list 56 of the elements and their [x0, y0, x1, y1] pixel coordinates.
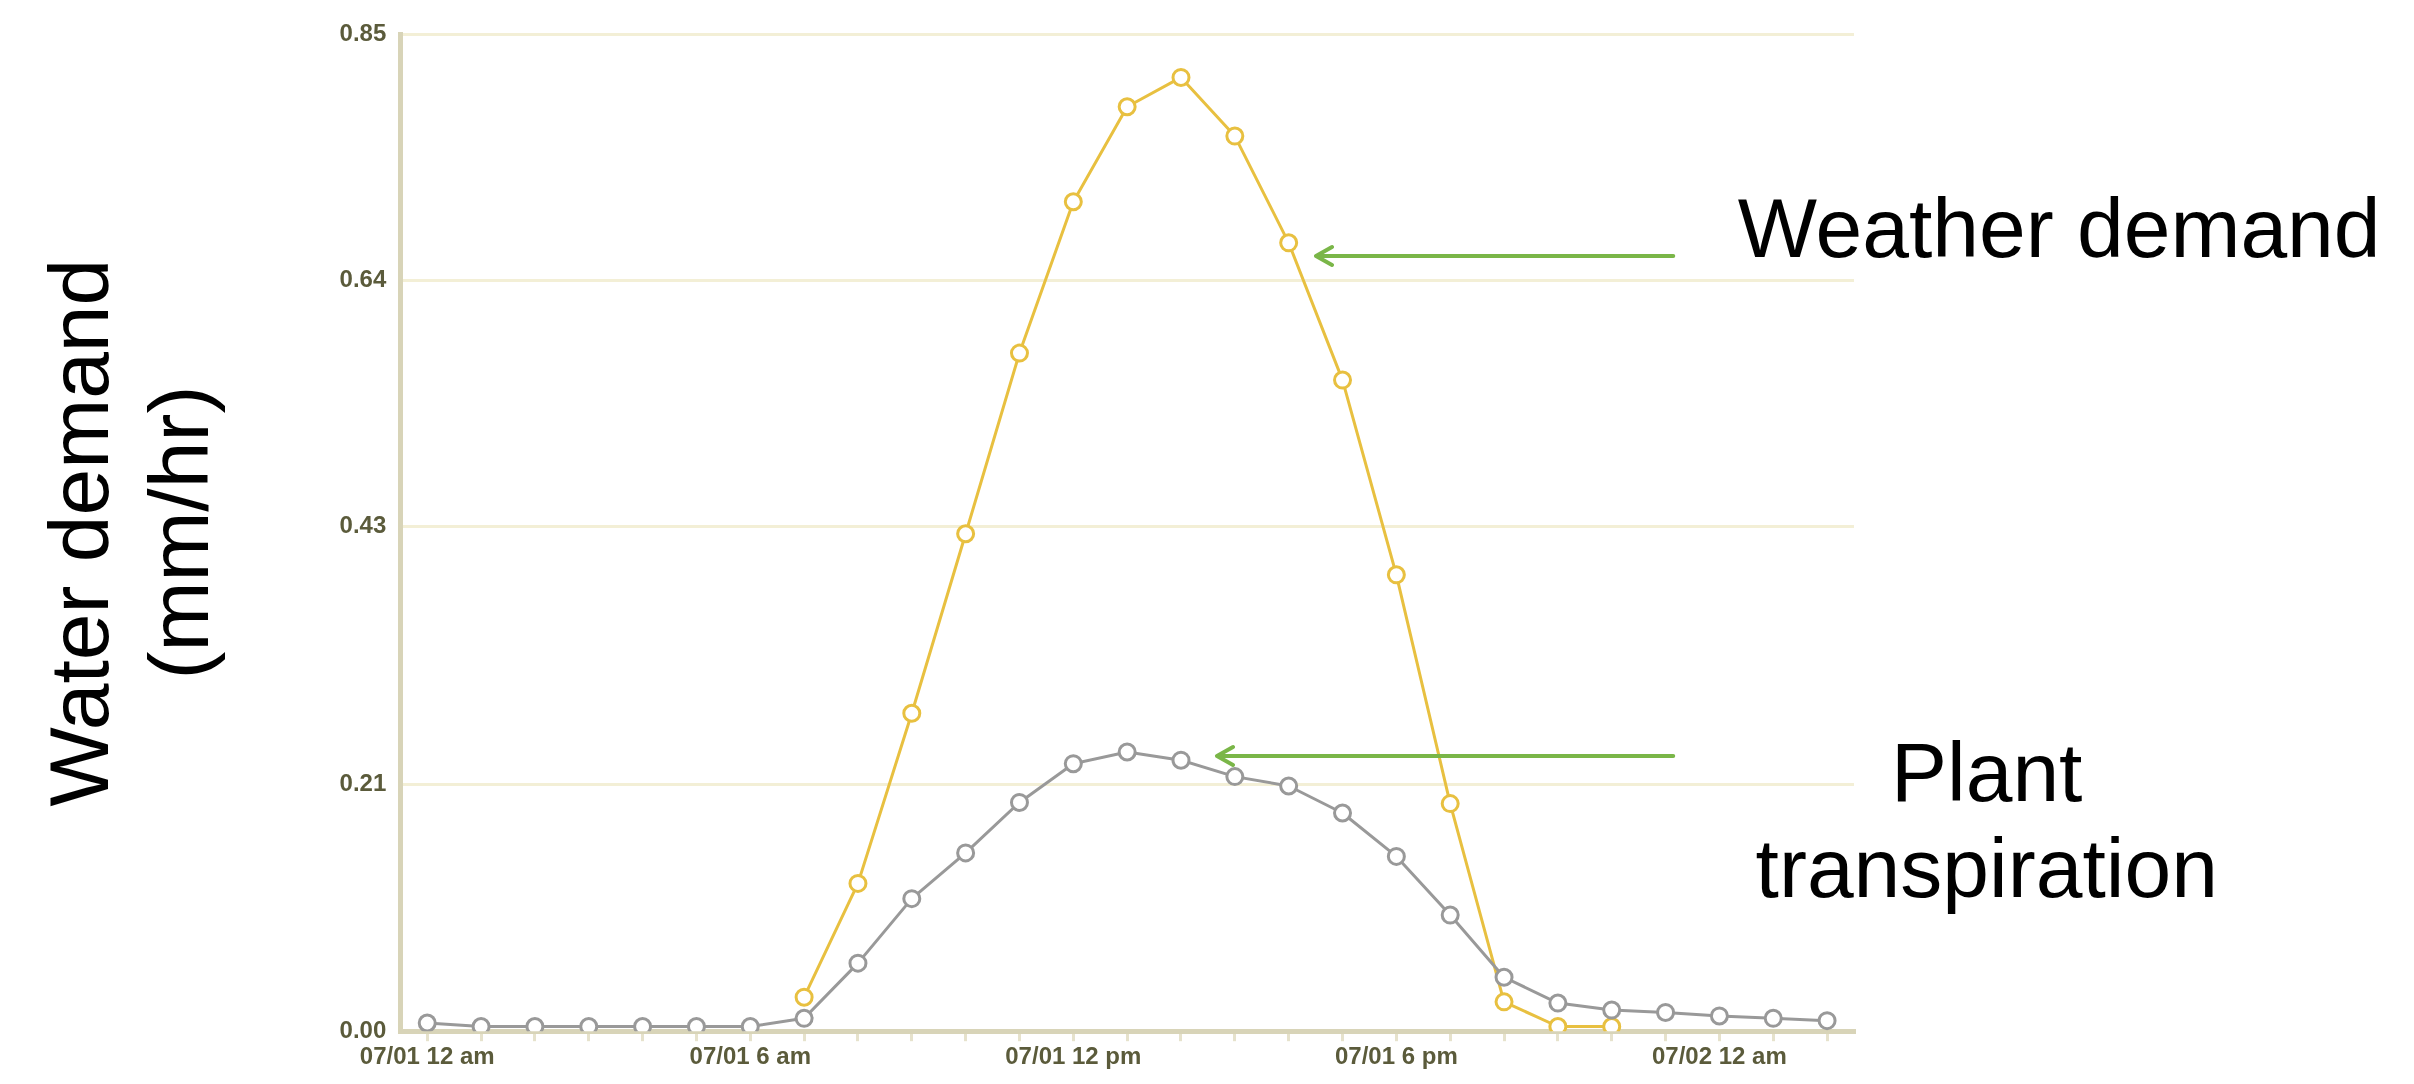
point [471, 1017, 491, 1032]
point [1009, 343, 1029, 363]
point [1225, 767, 1245, 787]
point [740, 1017, 760, 1032]
point [1333, 370, 1353, 390]
annotation: Plant transpiration [1755, 725, 2218, 916]
point [1225, 126, 1245, 146]
point [1009, 792, 1029, 812]
y-tick-label: 0.21 [339, 769, 387, 797]
annotation: Weather demand [1737, 181, 2381, 276]
y-tick-label: 0.85 [339, 18, 387, 46]
x-tick-label: 07/01 12 pm [1005, 1042, 1142, 1070]
point [1117, 742, 1137, 762]
point [1279, 233, 1299, 253]
point [1709, 1006, 1729, 1026]
point [1656, 1002, 1676, 1022]
point [417, 1013, 437, 1032]
point [1440, 794, 1460, 814]
point [686, 1017, 706, 1032]
point [1333, 803, 1353, 823]
point [848, 953, 868, 973]
point [1063, 192, 1083, 212]
point [1440, 905, 1460, 925]
point [794, 1008, 814, 1028]
point [525, 1017, 545, 1032]
point [1817, 1011, 1837, 1031]
point [902, 889, 922, 909]
point [1171, 750, 1191, 770]
x-tick-label: 07/01 6 am [689, 1042, 811, 1070]
point [1763, 1008, 1783, 1028]
point [956, 524, 976, 544]
point [902, 703, 922, 723]
point [1279, 776, 1299, 796]
point [794, 987, 814, 1007]
point [579, 1017, 599, 1032]
point [1386, 565, 1406, 585]
x-tick-label: 07/02 12 am [1652, 1042, 1787, 1070]
x-tick-label: 07/01 12 am [359, 1042, 495, 1070]
y-tick-label: 0.43 [339, 511, 387, 539]
point [1494, 992, 1514, 1012]
y-tick-label: 0.64 [339, 264, 387, 292]
point [1602, 1000, 1622, 1020]
point [633, 1017, 653, 1032]
point [1548, 993, 1568, 1013]
point [1171, 67, 1191, 87]
point [848, 873, 868, 893]
y-tick-label: 0.00 [339, 1015, 387, 1043]
y-axis-title: Water demand (mm/hr) [31, 258, 227, 807]
point [956, 843, 976, 863]
point [1494, 967, 1514, 987]
point [1602, 1017, 1622, 1032]
point [1063, 754, 1083, 774]
point [1386, 846, 1406, 866]
x-tick-label: 07/01 6 pm [1334, 1042, 1458, 1070]
point [1117, 97, 1137, 117]
point [1548, 1017, 1568, 1032]
